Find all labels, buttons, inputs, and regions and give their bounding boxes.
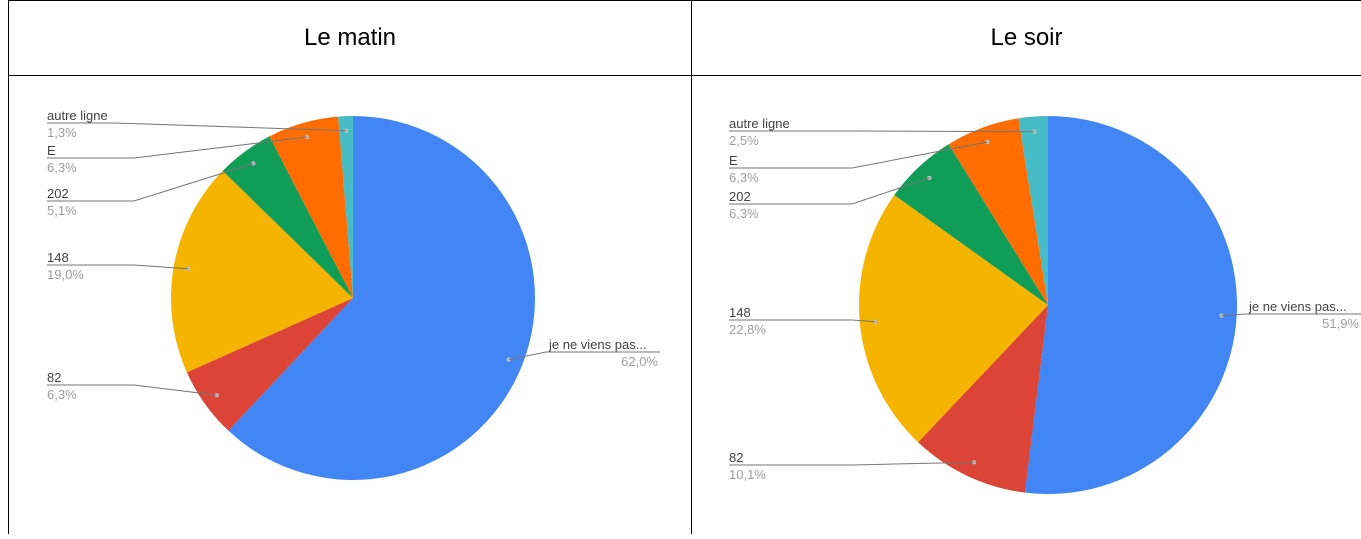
pie-slice-202: [222, 136, 353, 298]
pie-slice-e: [948, 118, 1048, 305]
slice-percent-label: 10,1%: [729, 467, 766, 482]
morning-pie-chart: je ne viens pas... 62,0% 82 6,3% 148 19,0% 202…: [47, 108, 660, 480]
table-header-divider: [8, 75, 1361, 76]
leader-line: [729, 141, 988, 169]
slice-label-je-ne-viens-pas: je ne viens pas... 51,9%: [1219, 299, 1361, 331]
slice-category-label: autre ligne: [47, 108, 108, 123]
slice-label-82: 82 6,3%: [47, 370, 219, 402]
leader-line: [47, 384, 217, 396]
slice-percent-label: 6,3%: [729, 170, 759, 185]
pie-slice-autre-ligne: [1018, 116, 1048, 305]
leader-line: [47, 136, 307, 159]
pie-slice-148: [859, 195, 1048, 443]
slice-label-202: 202 6,3%: [729, 175, 932, 221]
slice-category-label: 82: [729, 450, 743, 465]
slice-category-label: 82: [47, 370, 61, 385]
evening-pie-chart-container: je ne viens pas... 51,9% 82 10,1% 148 22,8% 20…: [692, 78, 1361, 539]
slice-percent-label: 2,5%: [729, 133, 759, 148]
table-column-divider: [691, 0, 692, 534]
leader-line: [47, 163, 254, 202]
slice-label-je-ne-viens-pas: je ne viens pas... 62,0%: [506, 337, 660, 369]
slice-percent-label: 51,9%: [1322, 316, 1359, 331]
leader-dot: [214, 392, 219, 398]
slice-label-e: E 6,3%: [47, 134, 309, 175]
slice-category-label: 148: [47, 250, 69, 265]
table-border-top: [8, 0, 1361, 1]
pie-slice-202: [894, 144, 1048, 305]
slice-percent-label: 22,8%: [729, 322, 766, 337]
slice-category-label: je ne viens pas...: [548, 337, 647, 352]
leader-line: [729, 461, 974, 466]
slice-percent-label: 62,0%: [621, 354, 658, 369]
evening-pie-chart: je ne viens pas... 51,9% 82 10,1% 148 22,8% 20…: [729, 116, 1361, 494]
slice-label-autre-ligne: autre ligne 1,3%: [47, 108, 349, 140]
pie-slices: [859, 116, 1238, 494]
leader-line: [729, 319, 875, 323]
slice-percent-label: 19,0%: [47, 267, 84, 282]
morning-pie-chart-container: je ne viens pas... 62,0% 82 6,3% 148 19,0% 202…: [9, 78, 689, 539]
pie-slice-je-ne-viens-pas: [1024, 116, 1238, 494]
leader-dot: [1032, 129, 1037, 134]
pie-slice-82: [186, 298, 353, 431]
slice-label-e: E 6,3%: [729, 139, 990, 185]
slice-percent-label: 6,3%: [729, 206, 759, 221]
column-header-morning: Le matin: [303, 24, 397, 51]
slice-percent-label: 6,3%: [47, 160, 77, 175]
table-border-left: [8, 0, 9, 534]
pie-slice-82: [918, 305, 1048, 493]
leader-dot: [985, 139, 990, 145]
leader-line: [47, 264, 189, 270]
slice-label-148: 148 19,0%: [47, 250, 191, 282]
slice-label-autre-ligne: autre ligne 2,5%: [729, 116, 1037, 148]
leader-line: [508, 351, 660, 361]
pie-slice-je-ne-viens-pas: [228, 116, 536, 480]
slice-percent-label: 1,3%: [47, 125, 77, 140]
slice-category-label: E: [47, 143, 56, 158]
slice-label-82: 82 10,1%: [729, 450, 977, 482]
pie-slice-e: [269, 116, 353, 298]
leader-line: [729, 177, 930, 205]
leader-line: [47, 122, 347, 132]
leader-dot: [872, 319, 878, 324]
slice-label-202: 202 5,1%: [47, 161, 256, 218]
slice-category-label: je ne viens pas...: [1248, 299, 1347, 314]
slice-label-148: 148 22,8%: [729, 305, 878, 337]
leader-dot: [506, 357, 511, 362]
leader-line: [729, 130, 1035, 133]
pie-slice-autre-ligne: [338, 116, 353, 298]
slice-category-label: autre ligne: [729, 116, 790, 131]
leader-dot: [251, 161, 256, 166]
leader-dot: [185, 266, 191, 271]
pie-labels: je ne viens pas... 51,9% 82 10,1% 148 22,8% 20…: [729, 116, 1361, 482]
leader-line: [1221, 313, 1361, 317]
pie-slice-148: [171, 170, 353, 373]
pie-slices: [171, 116, 536, 480]
slice-category-label: 148: [729, 305, 751, 320]
slice-category-label: 202: [729, 189, 751, 204]
pie-labels: je ne viens pas... 62,0% 82 6,3% 148 19,0% 202…: [47, 108, 660, 402]
leader-dot: [1219, 313, 1224, 318]
slice-category-label: E: [729, 153, 738, 168]
slice-percent-label: 5,1%: [47, 203, 77, 218]
slice-category-label: 202: [47, 186, 69, 201]
slice-percent-label: 6,3%: [47, 387, 77, 402]
column-header-evening: Le soir: [990, 24, 1063, 51]
